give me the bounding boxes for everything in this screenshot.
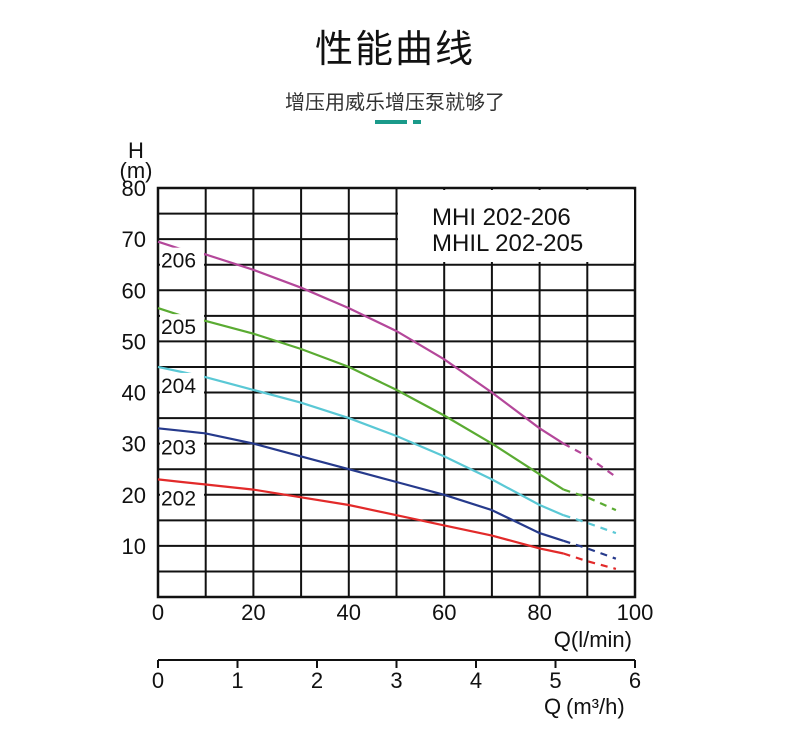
secondary-tick-label: 2 bbox=[311, 668, 323, 693]
secondary-tick-label: 3 bbox=[390, 668, 402, 693]
plot-frame bbox=[156, 186, 637, 599]
series-label-204: 204 bbox=[161, 375, 196, 398]
series-extension-206 bbox=[562, 442, 617, 478]
series-line-203 bbox=[157, 427, 564, 542]
x-tick-label: 20 bbox=[241, 600, 265, 625]
x-axis-label: Q(l/min) bbox=[554, 627, 632, 652]
series-extension-202 bbox=[563, 552, 617, 570]
series-label-203: 203 bbox=[161, 436, 196, 459]
y-tick-label: 10 bbox=[122, 534, 146, 559]
y-tick-label: 50 bbox=[122, 329, 146, 354]
series-label-bg-206 bbox=[160, 247, 204, 272]
x-tick-label: 0 bbox=[152, 600, 164, 625]
y-tick-label: 40 bbox=[122, 381, 146, 406]
y-tick-label: 30 bbox=[122, 432, 146, 457]
series-extension-203 bbox=[563, 539, 617, 560]
series-label-bg-204 bbox=[160, 372, 204, 397]
secondary-tick-label: 0 bbox=[152, 668, 164, 693]
legend-line-2: MHIL 202-205 bbox=[432, 230, 583, 257]
series-label-206: 206 bbox=[161, 250, 196, 273]
legend-box bbox=[398, 190, 634, 262]
y-axis-label: H bbox=[128, 138, 144, 163]
secondary-axis-label-unit: (m³/h) bbox=[566, 694, 625, 719]
accent-bar-short bbox=[413, 120, 421, 124]
series-label-bg-202 bbox=[160, 485, 204, 510]
series-label-205: 205 bbox=[161, 316, 196, 339]
series-extension-204 bbox=[563, 514, 617, 535]
x-tick-label: 80 bbox=[527, 600, 551, 625]
secondary-tick-label: 5 bbox=[549, 668, 561, 693]
accent-divider bbox=[375, 120, 421, 124]
series-label-202: 202 bbox=[161, 487, 196, 510]
y-axis-unit: (m) bbox=[120, 158, 153, 183]
y-tick-label: 70 bbox=[122, 227, 146, 252]
page-subtitle: 增压用威乐增压泵就够了 bbox=[285, 90, 505, 114]
series-line-205 bbox=[157, 307, 565, 491]
accent-bar-long bbox=[375, 120, 407, 124]
secondary-tick-label: 6 bbox=[629, 668, 641, 693]
secondary-tick-label: 4 bbox=[470, 668, 482, 693]
legend-line-1: MHI 202-206 bbox=[432, 204, 571, 231]
series-line-204 bbox=[157, 365, 564, 517]
series-extension-205 bbox=[563, 488, 617, 512]
secondary-axis-label-prefix: Q bbox=[544, 694, 561, 719]
grid-layer bbox=[156, 186, 637, 599]
y-tick-label: 20 bbox=[122, 483, 146, 508]
secondary-tick-label: 1 bbox=[231, 668, 243, 693]
series-label-bg-203 bbox=[160, 434, 204, 459]
x-tick-label: 60 bbox=[432, 600, 456, 625]
y-tick-label: 60 bbox=[122, 278, 146, 303]
series-line-202 bbox=[157, 478, 564, 555]
x-tick-label: 40 bbox=[337, 600, 361, 625]
x-tick-label: 100 bbox=[617, 600, 654, 625]
series-label-bg-205 bbox=[160, 314, 204, 339]
series-line-206 bbox=[157, 240, 565, 445]
y-tick-label: 80 bbox=[122, 176, 146, 201]
page-title: 性能曲线 bbox=[314, 27, 475, 71]
